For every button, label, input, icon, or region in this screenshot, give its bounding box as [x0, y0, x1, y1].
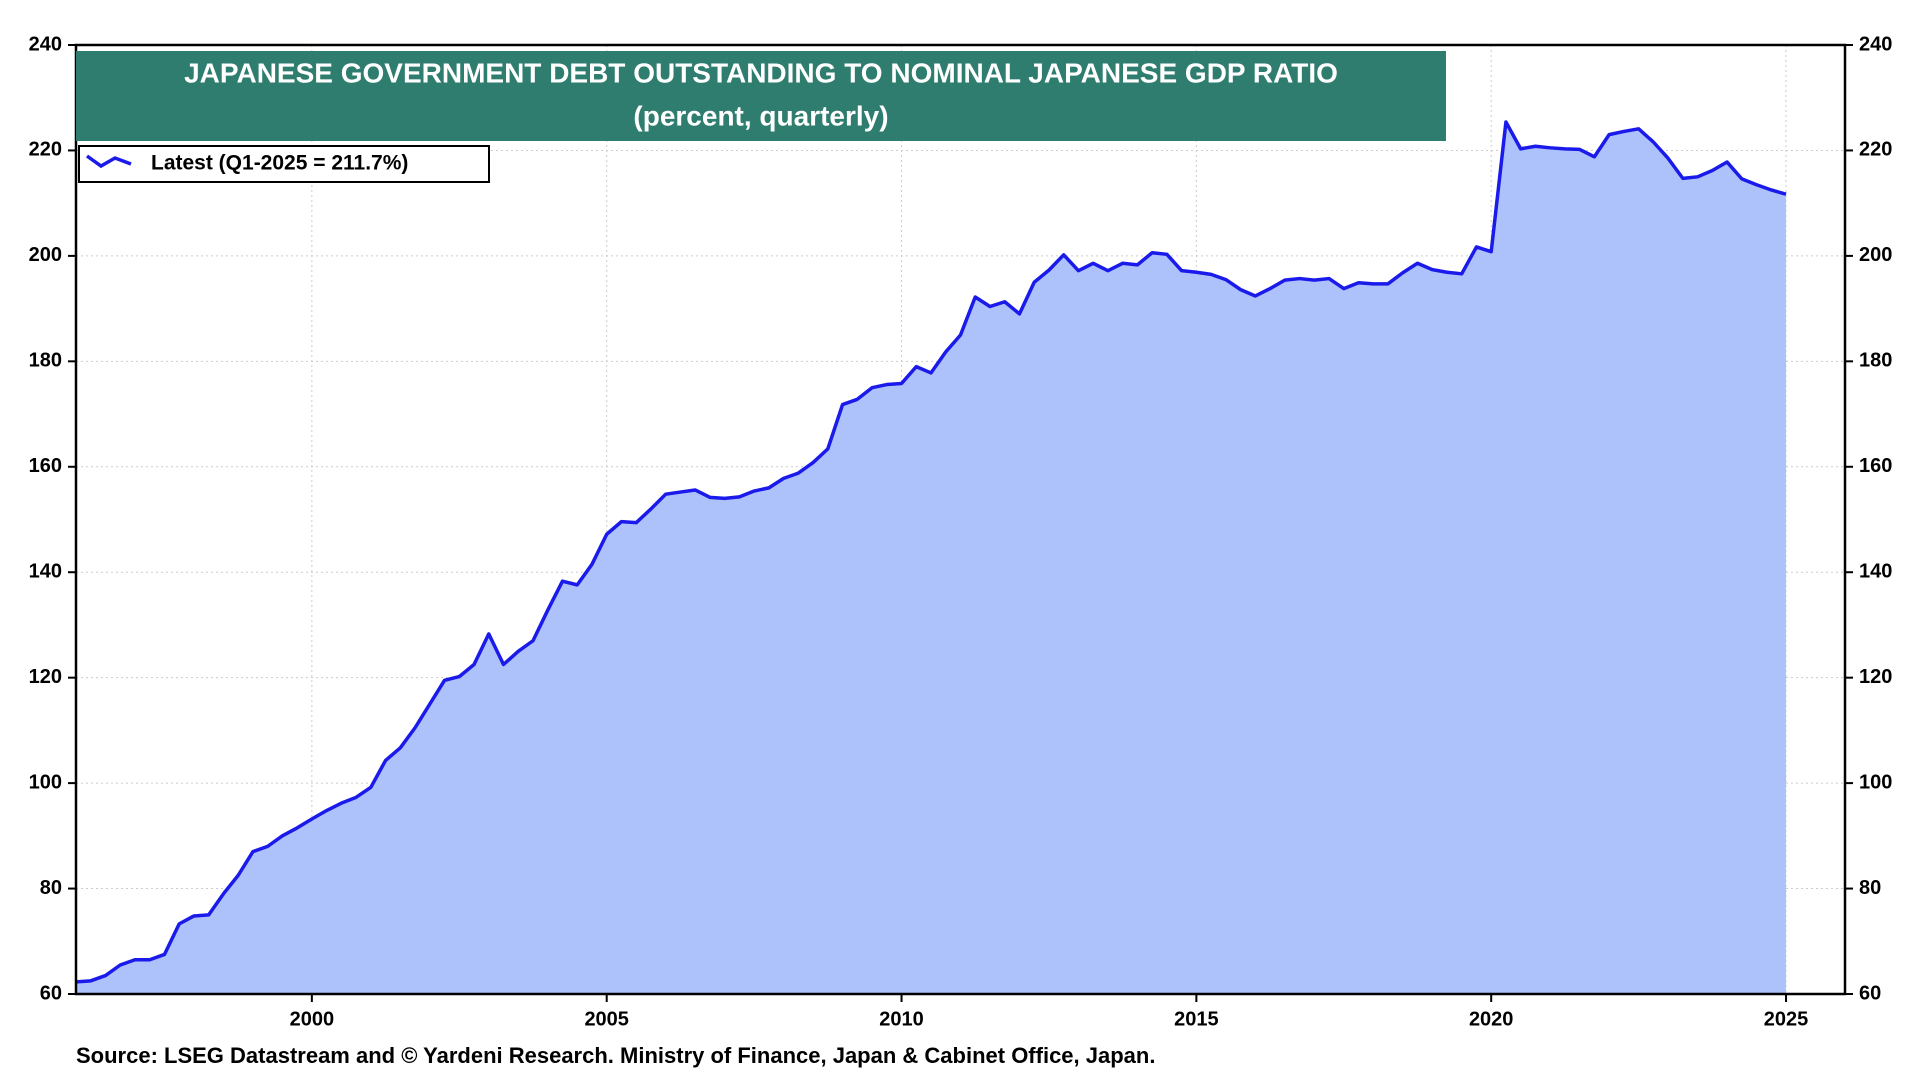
chart-title: JAPANESE GOVERNMENT DEBT OUTSTANDING TO … — [184, 57, 1338, 88]
x-tick-label: 2010 — [879, 1008, 924, 1030]
y2-tick-label: 220 — [1859, 139, 1892, 161]
y-tick-label: 240 — [29, 33, 62, 55]
y-tick-label: 200 — [29, 244, 62, 266]
legend-label: Latest (Q1-2025 = 211.7%) — [151, 152, 408, 175]
line — [75, 120, 1787, 984]
y-tick-label: 120 — [29, 666, 62, 688]
chart-subtitle: (percent, quarterly) — [633, 100, 888, 131]
y2-tick-label: 120 — [1859, 666, 1892, 688]
x-tick-label: 2020 — [1469, 1008, 1514, 1030]
y2-tick-label: 160 — [1859, 455, 1892, 477]
title-box — [76, 51, 1446, 141]
legend-box — [78, 145, 490, 183]
area — [76, 121, 1787, 995]
y-tick-label: 100 — [29, 771, 62, 793]
y2-tick-label: 80 — [1859, 877, 1881, 899]
y-tick-label: 180 — [29, 350, 62, 372]
y2-tick-label: 200 — [1859, 244, 1892, 266]
x-tick-label: 2000 — [290, 1008, 335, 1030]
y2-tick-label: 180 — [1859, 350, 1892, 372]
y-tick-label: 160 — [29, 455, 62, 477]
y2-tick-label: 60 — [1859, 982, 1881, 1004]
plot-frame — [74, 43, 1847, 996]
y-tick-label: 220 — [29, 139, 62, 161]
y2-tick-label: 140 — [1859, 561, 1892, 583]
x-tick-label: 2025 — [1764, 1008, 1809, 1030]
legend-swatch — [85, 154, 132, 169]
x-tick-label: 2015 — [1174, 1008, 1219, 1030]
y2-tick-label: 240 — [1859, 33, 1892, 55]
x-tick-label: 2005 — [584, 1008, 629, 1030]
y2-tick-label: 100 — [1859, 771, 1892, 793]
y-tick-label: 60 — [40, 982, 62, 1004]
source-note: Source: LSEG Datastream and © Yardeni Re… — [76, 1043, 1155, 1068]
y-tick-label: 140 — [29, 561, 62, 583]
y-tick-label: 80 — [40, 877, 62, 899]
